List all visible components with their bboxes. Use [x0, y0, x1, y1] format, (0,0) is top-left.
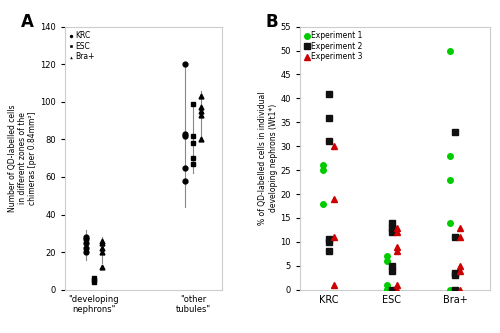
Y-axis label: Number of QD-labelled cells
in different zones of the
chimeras [per 0.84mm²]: Number of QD-labelled cells in different… — [8, 105, 38, 212]
Text: B: B — [266, 13, 278, 32]
Legend: KRC, ESC, Bra+: KRC, ESC, Bra+ — [69, 30, 96, 62]
Y-axis label: % of QD-labelled cells in individual
developing nephrons (Wt1*): % of QD-labelled cells in individual dev… — [258, 92, 278, 225]
Text: A: A — [21, 13, 34, 32]
Legend: Experiment 1, Experiment 2, Experiment 3: Experiment 1, Experiment 2, Experiment 3 — [304, 30, 363, 62]
